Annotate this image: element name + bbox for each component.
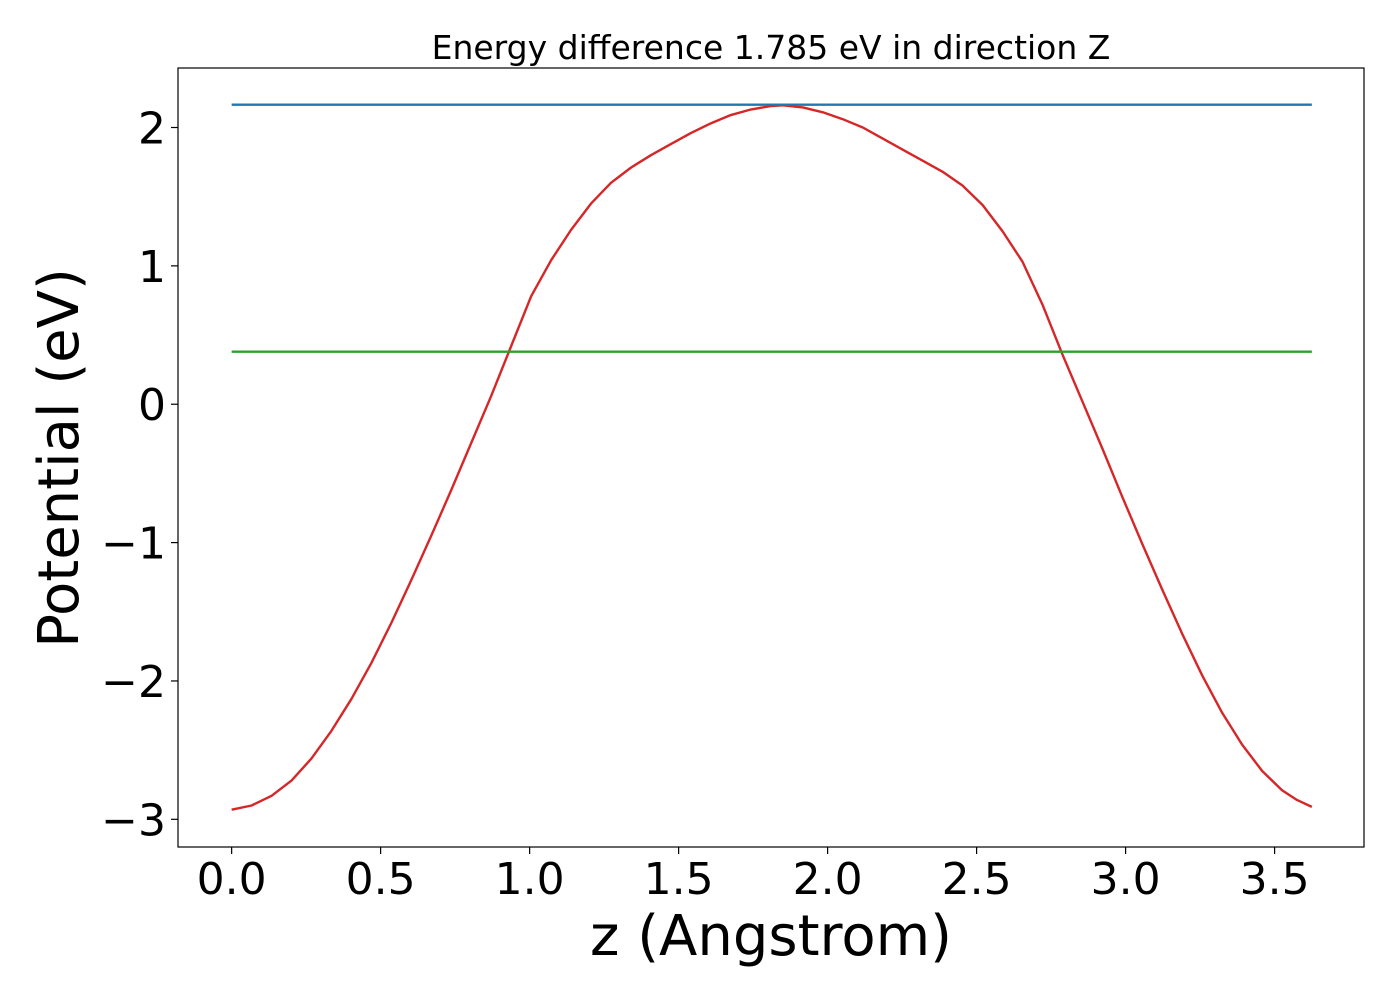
- x-tick-label: 3.5: [1240, 854, 1310, 905]
- x-axis: 0.0 0.5 1.0 1.5 2.0 2.5 3.0 3.5: [197, 847, 1310, 905]
- x-axis-label: z (Angstrom): [590, 904, 952, 969]
- x-tick-label: 1.0: [495, 854, 565, 905]
- y-tick-label: −3: [101, 795, 166, 846]
- y-tick-label: −2: [101, 657, 166, 708]
- x-tick-label: 0.5: [346, 854, 416, 905]
- x-tick-label: 3.0: [1091, 854, 1161, 905]
- x-tick-label: 2.5: [942, 854, 1012, 905]
- y-tick-label: −1: [101, 519, 166, 570]
- y-tick-label: 0: [138, 380, 166, 431]
- x-tick-label: 2.0: [793, 854, 863, 905]
- x-tick-label: 1.5: [644, 854, 714, 905]
- chart-title: Energy difference 1.785 eV in direction …: [432, 28, 1111, 67]
- x-tick-label: 0.0: [197, 854, 267, 905]
- plot-frame: [177, 67, 1365, 848]
- series-layer: [231, 103, 1313, 811]
- y-tick-label: 2: [138, 103, 166, 154]
- y-tick-label: 1: [138, 242, 166, 293]
- y-axis-label: Potential (eV): [27, 268, 92, 648]
- y-axis: −3 −2 −1 0 1 2: [101, 103, 178, 846]
